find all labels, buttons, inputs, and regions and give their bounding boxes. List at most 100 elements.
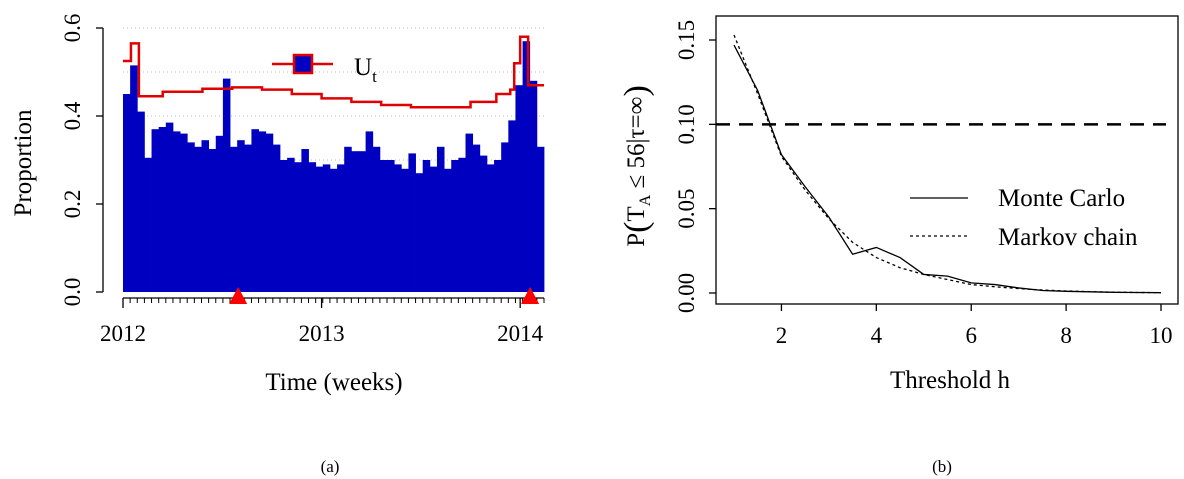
- b-series-markov-chain: [733, 34, 1162, 294]
- a-bar: [172, 131, 181, 292]
- a-bar: [465, 133, 474, 292]
- a-bar: [144, 157, 152, 292]
- a-bar: [215, 135, 224, 292]
- b-legend: Monte Carlo Markov chain: [910, 185, 1138, 251]
- a-legend-swatch: [292, 53, 314, 75]
- a-y-tick-label: 0.2: [60, 190, 85, 219]
- a-bar: [358, 151, 367, 292]
- a-bar: [472, 144, 481, 292]
- a-bar: [151, 129, 160, 292]
- b-x-tick-label: 2: [776, 323, 788, 348]
- a-bar: [379, 160, 388, 292]
- a-alarm-triangle: [229, 287, 248, 304]
- a-bar: [458, 157, 466, 292]
- a-legend: Ut: [272, 53, 377, 86]
- a-bar: [436, 146, 445, 292]
- a-x-tick-labels: 2012 2013 2014: [100, 321, 544, 346]
- a-bar: [230, 146, 238, 292]
- b-y-tick-label: 0.00: [674, 273, 699, 313]
- b-legend-label-monte-carlo: Monte Carlo: [998, 185, 1125, 212]
- b-y-tick-label: 0.10: [674, 104, 699, 144]
- a-bar: [272, 144, 281, 292]
- a-bar: [501, 142, 509, 292]
- a-bar: [494, 160, 502, 292]
- a-bar: [258, 131, 267, 292]
- a-bar: [529, 80, 538, 292]
- a-bar: [337, 164, 345, 292]
- a-y-tick-label: 0.6: [60, 14, 85, 43]
- a-bar: [279, 160, 288, 292]
- b-x-tick-label: 4: [871, 323, 883, 348]
- a-x-tick-label: 2013: [299, 321, 345, 346]
- a-bar: [372, 146, 381, 292]
- a-bar: [344, 146, 352, 292]
- a-bar: [251, 129, 259, 292]
- b-x-tick-label: 10: [1150, 323, 1173, 348]
- panel-b: 0.00 0.05 0.10 0.15 2 4 6 8 10 Monte Carlo Mark…: [618, 15, 1179, 476]
- a-bar: [194, 146, 202, 292]
- a-bar: [301, 149, 309, 292]
- a-bar: [387, 160, 395, 292]
- a-bar: [329, 168, 338, 292]
- a-y-tick-label: 0.4: [60, 101, 85, 130]
- a-bar: [244, 144, 252, 292]
- a-bar: [394, 164, 402, 292]
- a-bar: [265, 133, 274, 292]
- a-caption: (a): [321, 457, 340, 476]
- b-x-tick-label: 8: [1060, 323, 1072, 348]
- a-bar: [429, 166, 438, 292]
- a-bar: [508, 120, 516, 293]
- a-bar: [180, 133, 188, 292]
- a-bar: [294, 162, 302, 292]
- a-bar: [486, 164, 495, 292]
- a-bar: [451, 160, 459, 292]
- a-bar: [308, 162, 317, 292]
- a-bar: [479, 155, 488, 292]
- a-bar: [522, 41, 531, 293]
- a-bar: [365, 131, 374, 292]
- a-bar: [315, 166, 324, 292]
- a-bar: [444, 168, 452, 292]
- a-bar: [422, 160, 431, 292]
- a-y-tick-label: 0.0: [60, 278, 85, 307]
- a-alarm-triangle: [521, 287, 540, 304]
- a-y-tick-labels: 0.0 0.2 0.4 0.6: [60, 14, 85, 307]
- b-x-tick-labels: 2 4 6 8 10: [776, 323, 1173, 348]
- panel-a: Ut 0.00.20.40.6 2012 2013 2014 Proportion …: [10, 14, 545, 476]
- a-bar: [351, 151, 359, 292]
- a-threshold-line: [123, 35, 544, 109]
- b-y-tick-labels: 0.00 0.05 0.10 0.15: [674, 20, 699, 313]
- a-x-tick-label: 2012: [100, 321, 146, 346]
- a-bar: [287, 157, 295, 292]
- b-ylabel: P(TA ≤ 56|τ=∞): [618, 85, 655, 247]
- a-alarm-markers: [229, 287, 540, 304]
- a-bar: [187, 142, 195, 292]
- a-bar: [515, 85, 523, 292]
- a-bar: [137, 111, 145, 292]
- a-bar: [536, 146, 545, 292]
- a-xlabel: Time (weeks): [265, 369, 402, 396]
- b-legend-label-markov-chain: Markov chain: [998, 224, 1138, 251]
- b-xlabel: Threshold h: [890, 367, 1011, 394]
- a-bar: [237, 140, 245, 292]
- a-ylabel: Proportion: [10, 109, 37, 216]
- a-legend-label: Ut: [354, 54, 377, 86]
- b-x-tick-label: 6: [965, 323, 977, 348]
- b-y-tick-label: 0.15: [674, 20, 699, 60]
- a-bar: [201, 140, 210, 292]
- a-bar: [208, 149, 217, 292]
- a-bar: [165, 122, 174, 292]
- a-bar: [322, 164, 331, 292]
- a-bars: [123, 41, 545, 293]
- b-plot-frame: [715, 15, 1179, 305]
- a-bar: [222, 78, 231, 292]
- b-caption: (b): [932, 457, 952, 476]
- a-bar: [158, 127, 167, 292]
- a-bar: [401, 168, 409, 292]
- a-bar: [130, 65, 138, 293]
- b-axes: [709, 39, 1162, 311]
- a-bar: [408, 153, 416, 292]
- a-bar: [415, 173, 424, 292]
- b-y-tick-label: 0.05: [674, 189, 699, 229]
